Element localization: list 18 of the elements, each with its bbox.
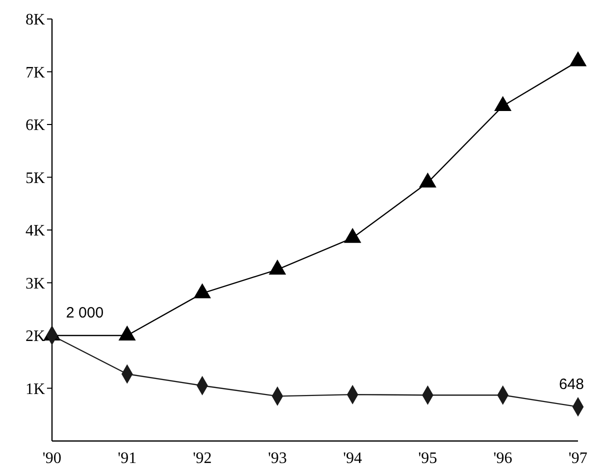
x-tick-label: '92 xyxy=(192,450,212,467)
x-tick-label: '91 xyxy=(118,450,137,467)
y-tick-label: 5K xyxy=(25,170,46,187)
y-tick-label: 4K xyxy=(25,222,46,240)
data-label: 2 000 xyxy=(66,304,104,322)
x-tick-label: '94 xyxy=(343,450,362,467)
x-tick-label: '95 xyxy=(418,450,438,467)
y-tick-label: 7K xyxy=(25,64,46,82)
x-tick-label: '97 xyxy=(568,450,588,467)
x-tick-label: '90 xyxy=(42,450,62,467)
y-tick-label: 2K xyxy=(25,328,46,346)
y-tick-label: 1K xyxy=(25,380,46,398)
data-label: 648 xyxy=(558,376,584,393)
y-tick-label: 6K xyxy=(25,117,46,134)
y-tick-label: 8K xyxy=(25,12,46,29)
y-tick-label: 3K xyxy=(25,275,46,292)
x-tick-label: '96 xyxy=(493,450,512,467)
x-tick-label: '93 xyxy=(268,450,287,467)
